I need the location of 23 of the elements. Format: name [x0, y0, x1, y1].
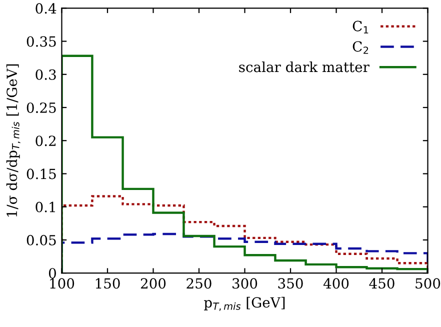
x-tick-label: 500	[416, 278, 440, 289]
y-tick-label: 0.15	[26, 168, 56, 180]
legend-label: C$_{1}$	[352, 20, 368, 34]
y-tick-label: 0.1	[36, 202, 55, 212]
legend-label: C$_{2}$	[352, 41, 368, 54]
y-tick-label: 0.2	[36, 136, 56, 146]
x-axis-title: p$_{T,mis}$ [GeV]	[204, 296, 285, 311]
legend-label: scalar dark matter	[239, 61, 370, 72]
x-tick-label: 450	[369, 278, 394, 289]
y-tick-label: 0.35	[26, 36, 56, 47]
x-tick-label: 300	[232, 278, 258, 289]
y-tick-label: 0.25	[26, 102, 56, 113]
x-tick-label: 100	[50, 278, 74, 289]
x-tick-label: 200	[140, 278, 166, 289]
y-tick-label: 0.05	[26, 234, 56, 246]
y-axis-title: 1/σ dσ/dp$_{T,mis}$ [1/GeV]	[6, 64, 20, 216]
y-tick-label: 0.4	[36, 3, 56, 14]
x-tick-label: 400	[323, 278, 349, 289]
x-tick-label: 250	[186, 278, 212, 289]
y-tick-label: 0.3	[36, 69, 56, 80]
x-tick-label: 350	[278, 278, 303, 289]
x-tick-label: 150	[96, 278, 120, 289]
y-tick-label: 0	[48, 268, 56, 279]
